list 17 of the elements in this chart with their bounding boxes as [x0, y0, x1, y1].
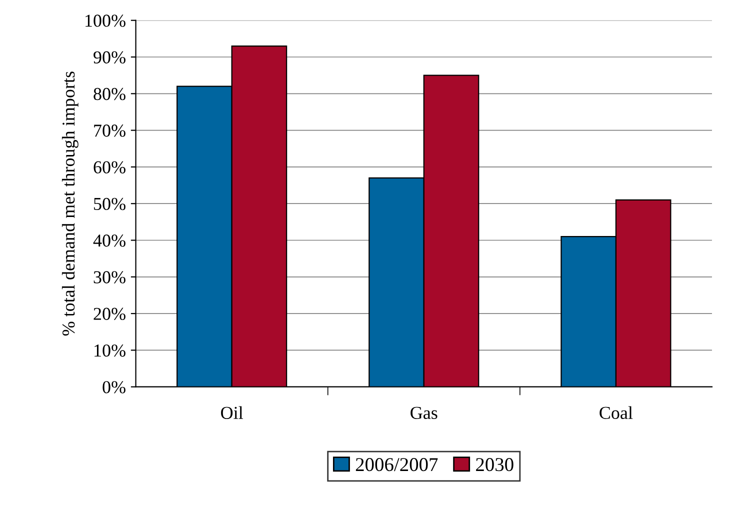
- legend-label: 2006/2007: [356, 458, 438, 472]
- y-tick-label: 80%: [94, 88, 126, 100]
- y-tick-label: 20%: [94, 308, 126, 320]
- y-tick-label: 0%: [102, 381, 126, 394]
- legend-label: 2030: [476, 458, 514, 472]
- y-tick-label: 90%: [94, 51, 126, 64]
- y-tick-label: 30%: [94, 271, 126, 284]
- y-tick-label: 40%: [93, 234, 126, 247]
- y-tick-label: 10%: [94, 344, 126, 357]
- y-tick-label: 50%: [94, 198, 126, 210]
- x-tick-label: Coal: [600, 406, 633, 419]
- y-tick-label: 60%: [94, 161, 126, 174]
- y-tick-label: 70%: [94, 124, 126, 137]
- x-tick-label: Oil: [221, 406, 243, 419]
- y-axis-title: % total demand met through imports: [62, 72, 78, 336]
- y-tick-label: 100%: [86, 14, 126, 27]
- x-tick-label: Gas: [410, 406, 438, 419]
